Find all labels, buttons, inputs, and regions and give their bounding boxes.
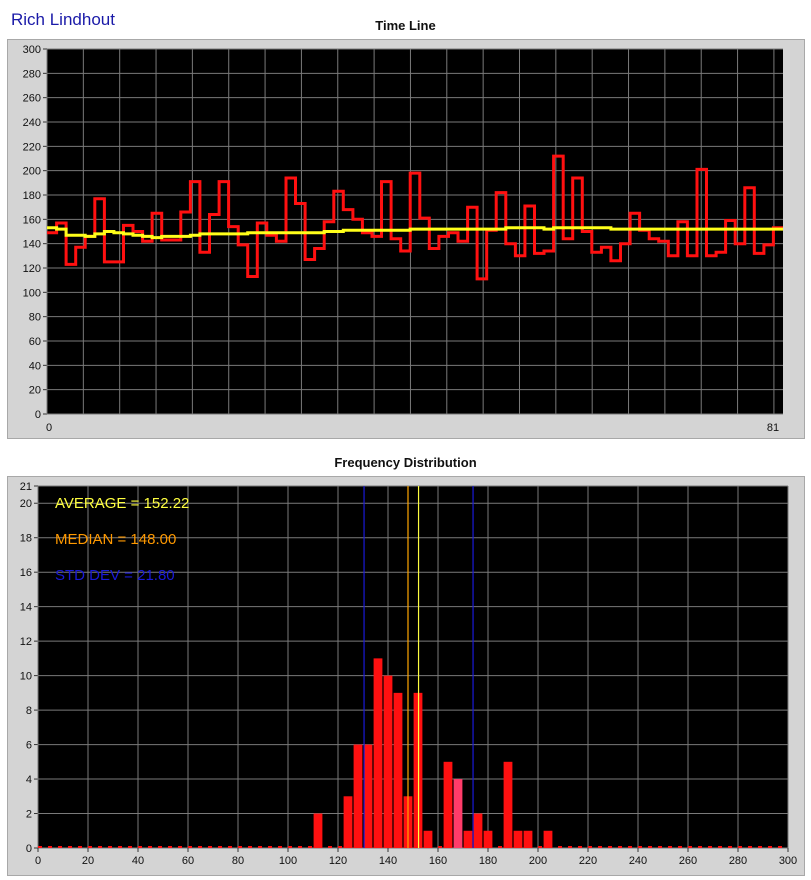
x-tick-label: 280 xyxy=(729,855,747,867)
y-tick-label: 16 xyxy=(20,567,32,579)
x-tick-label: 0 xyxy=(46,422,52,434)
y-tick-label: 0 xyxy=(26,843,32,855)
x-tick-label: 220 xyxy=(579,855,597,867)
histogram-bar xyxy=(353,744,363,848)
plot-area xyxy=(38,486,788,848)
y-tick-label: 20 xyxy=(20,498,32,510)
x-tick-label: 120 xyxy=(329,855,347,867)
x-tick-label: 160 xyxy=(429,855,447,867)
y-tick-label: 12 xyxy=(20,636,32,648)
histogram-bar xyxy=(393,692,403,848)
histogram-bar xyxy=(503,761,513,848)
histogram-bar xyxy=(373,658,383,848)
x-tick-label: 60 xyxy=(182,855,194,867)
y-tick-label: 260 xyxy=(23,93,41,105)
x-tick-label: 140 xyxy=(379,855,397,867)
x-tick-label: 260 xyxy=(679,855,697,867)
y-tick-label: 140 xyxy=(23,239,41,251)
x-tick-label: 0 xyxy=(35,855,41,867)
y-tick-label: 160 xyxy=(23,214,41,226)
y-tick-label: 220 xyxy=(23,141,41,153)
x-tick-label: 100 xyxy=(279,855,297,867)
y-tick-label: 6 xyxy=(26,740,32,752)
y-tick-label: 100 xyxy=(23,287,41,299)
y-tick-label: 18 xyxy=(20,533,32,545)
histogram-bar xyxy=(453,779,463,848)
x-tick-label: 180 xyxy=(479,855,497,867)
y-tick-label: 0 xyxy=(35,409,41,421)
y-tick-label: 200 xyxy=(23,166,41,178)
histogram-bar xyxy=(463,830,473,848)
y-tick-label: 300 xyxy=(23,44,41,56)
x-tick-label: 240 xyxy=(629,855,647,867)
x-tick-label: 40 xyxy=(132,855,144,867)
y-tick-label: 80 xyxy=(29,312,41,324)
y-tick-label: 180 xyxy=(23,190,41,202)
x-tick-label: 300 xyxy=(779,855,797,867)
y-tick-label: 40 xyxy=(29,360,41,372)
y-tick-label: 60 xyxy=(29,336,41,348)
stat-annotation: MEDIAN = 148.00 xyxy=(55,531,176,548)
y-tick-label: 8 xyxy=(26,705,32,717)
histogram-bar xyxy=(383,675,393,848)
plot-area xyxy=(47,49,783,414)
running-average-line xyxy=(47,226,783,240)
y-tick-label: 14 xyxy=(20,602,32,614)
timeline-title: Time Line xyxy=(375,18,436,33)
y-tick-label: 2 xyxy=(26,809,32,821)
stat-annotation: AVERAGE = 152.22 xyxy=(55,495,189,512)
y-tick-label: 240 xyxy=(23,117,41,129)
y-tick-label: 4 xyxy=(26,774,32,786)
freq-title: Frequency Distribution xyxy=(334,455,477,470)
stat-annotation: STD DEV = 21.80 xyxy=(55,567,175,584)
y-tick-label: 10 xyxy=(20,671,32,683)
y-tick-label: 21 xyxy=(20,481,32,493)
histogram-bar xyxy=(423,830,433,848)
y-tick-label: 280 xyxy=(23,68,41,80)
histogram-bar xyxy=(513,830,523,848)
histogram-bar xyxy=(543,830,553,848)
histogram-bar xyxy=(443,761,453,848)
x-tick-label: 81 xyxy=(767,422,779,434)
histogram-bar xyxy=(363,744,373,848)
y-tick-label: 20 xyxy=(29,385,41,397)
histogram-bar xyxy=(343,796,353,848)
histogram-bar xyxy=(313,813,323,848)
histogram-bar xyxy=(523,830,533,848)
x-tick-label: 200 xyxy=(529,855,547,867)
histogram-bar xyxy=(473,813,483,848)
x-tick-label: 80 xyxy=(232,855,244,867)
y-tick-label: 120 xyxy=(23,263,41,275)
histogram-bar xyxy=(483,830,493,848)
x-tick-label: 20 xyxy=(82,855,94,867)
author-label: Rich Lindhout xyxy=(11,10,115,29)
